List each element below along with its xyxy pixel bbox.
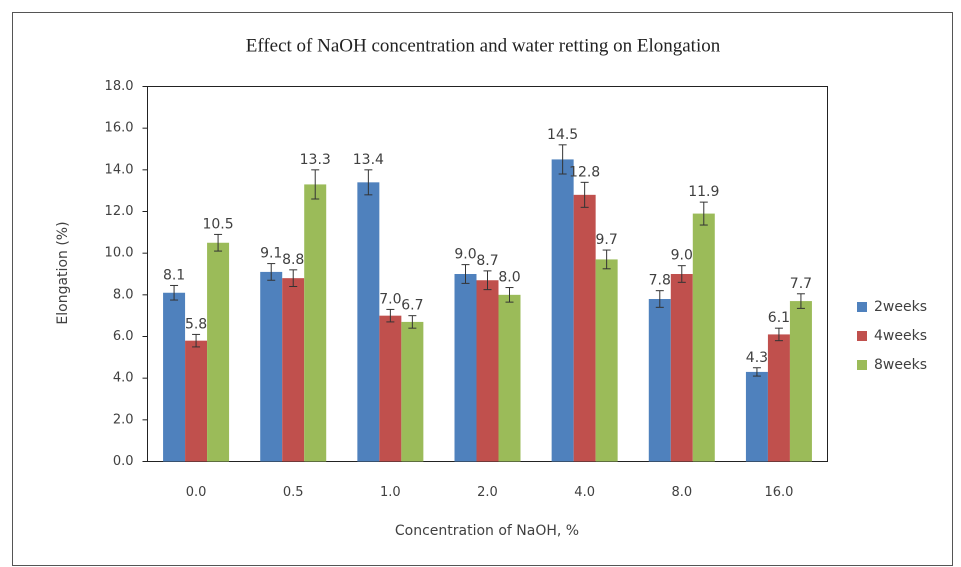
data-label: 10.5 [202,216,233,232]
error-bar [289,269,298,287]
data-label: 6.1 [768,310,790,326]
y-tick-label: 8.0 [113,287,134,302]
y-tick-label: 18.0 [105,79,134,94]
y-tick-label: 16.0 [105,121,134,136]
error-bar [170,284,179,301]
data-label: 5.8 [185,316,207,332]
error-bar [752,367,761,377]
x-tick-label: 16.0 [764,485,793,500]
y-tick-label: 0.0 [113,454,134,469]
data-label: 8.1 [163,267,185,283]
error-bar [311,169,320,200]
bar [185,340,208,462]
error-bar [774,327,783,342]
error-bar [386,308,395,323]
legend-swatch [857,360,867,370]
bar [379,315,402,462]
bar [692,213,715,462]
error-bar [408,315,417,329]
bar [207,242,230,462]
x-tick-label: 2.0 [477,485,498,500]
data-label: 9.0 [671,248,693,264]
data-label: 7.7 [790,276,812,292]
y-tick-label: 4.0 [113,371,134,386]
y-tick-label: 12.0 [105,204,134,219]
legend-label: 4weeks [874,328,927,344]
data-label: 13.3 [300,152,331,168]
y-tick-label: 14.0 [105,162,134,177]
data-label: 9.7 [596,232,618,248]
x-tick-label: 1.0 [380,485,401,500]
bar [745,371,768,462]
error-bar [192,333,201,348]
bar [573,194,596,462]
error-bar [483,270,492,291]
bar [551,159,574,462]
data-label: 14.5 [547,127,578,143]
data-label: 6.7 [401,298,423,314]
legend-swatch [857,302,867,312]
y-tick-label: 10.0 [105,246,134,261]
data-label: 12.8 [569,164,600,180]
y-axis-label: Elongation (%) [55,221,71,324]
bar [304,184,327,462]
data-label: 8.7 [476,253,498,269]
error-bar [364,169,373,196]
bar [595,259,618,462]
y-tick-label: 2.0 [113,412,134,427]
bar [789,301,812,462]
bar [498,294,521,462]
error-bar [558,144,567,175]
error-bar [796,293,805,309]
bar [767,334,790,462]
data-label: 11.9 [688,184,719,200]
bar [260,271,283,462]
error-bar [505,287,514,303]
legend-swatch [857,331,867,341]
error-bar [602,249,611,270]
x-tick-label: 0.5 [283,485,304,500]
bar [401,321,424,462]
legend-label: 8weeks [874,357,927,373]
x-tick-label: 4.0 [574,485,595,500]
bar [163,292,186,462]
data-label: 8.0 [498,270,520,286]
legend-label: 2weeks [874,299,927,315]
x-tick-label: 8.0 [671,485,692,500]
error-bar [267,263,276,281]
chart-title: Effect of NaOH concentration and water r… [246,35,721,56]
data-label: 7.8 [649,273,671,289]
data-label: 7.0 [379,291,401,307]
data-label: 8.8 [282,252,304,268]
error-bar [655,290,664,308]
bar [476,280,499,462]
data-label: 13.4 [353,152,384,168]
error-bar [699,201,708,226]
y-tick-label: 6.0 [113,329,134,344]
bar [282,278,305,462]
data-label: 4.3 [746,350,768,366]
error-bar [677,265,686,283]
x-axis-label: Concentration of NaOH, % [395,523,579,539]
error-bar [214,233,223,252]
x-tick-label: 0.0 [186,485,207,500]
error-bar [461,264,470,284]
data-label: 9.0 [454,247,476,263]
bar [357,182,380,462]
bar [670,274,693,462]
bar [454,274,477,462]
error-bar [580,181,589,208]
data-label: 9.1 [260,246,282,262]
bar [648,299,671,462]
